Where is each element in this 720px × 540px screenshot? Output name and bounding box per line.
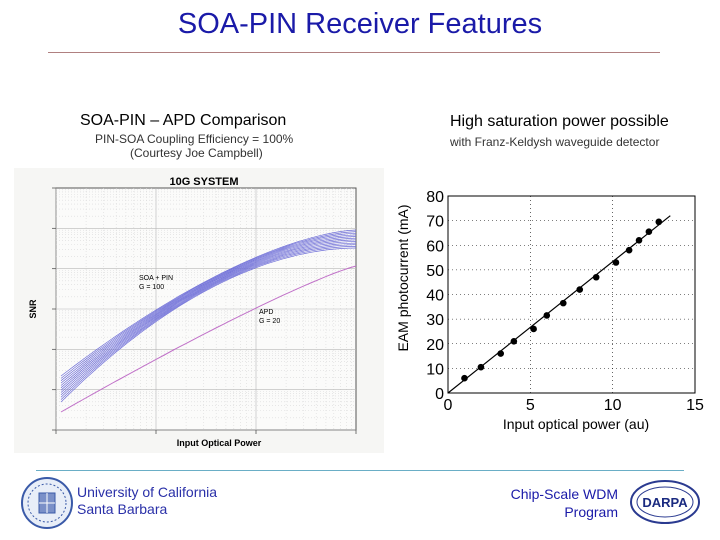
right-y-tick-label: 60: [426, 238, 444, 255]
data-point: [576, 286, 584, 293]
data-point: [497, 350, 504, 357]
fit-line: [447, 215, 671, 394]
right-y-tick-label: 40: [426, 288, 444, 305]
right-x-tick-label: 10: [604, 397, 622, 414]
soa-pin-curve: [60, 229, 357, 377]
right-plot-frame: [447, 195, 696, 394]
data-point: [635, 237, 643, 244]
data-point: [655, 218, 663, 226]
photocurrent-chart: 0 10 20 30 40 50 60 70 80 0 5 10 15 EAM photocurren…: [395, 189, 704, 432]
darpa-logo-icon: DARPA: [630, 480, 700, 524]
left-x-axis-label: Input Optical Power: [177, 438, 262, 448]
data-point: [592, 273, 600, 281]
darpa-logo-text: DARPA: [642, 495, 688, 510]
soa-pin-curve: [60, 231, 357, 379]
data-point: [461, 374, 468, 382]
soa-pin-curve: [60, 242, 357, 396]
left-section-subtitle-2: (Courtesy Joe Campbell): [130, 146, 263, 160]
title-divider: [48, 52, 660, 53]
apd-curve: [60, 265, 357, 413]
right-x-axis-label: Input optical power (au): [503, 416, 649, 432]
right-y-tick-labels: 0 10 20 30 40 50 60 70 80: [426, 189, 444, 403]
program-name-line2: Program: [564, 504, 618, 520]
right-y-tick-label: 50: [426, 263, 444, 280]
left-y-axis-label: SNR: [28, 299, 38, 319]
data-point: [510, 337, 518, 345]
data-point: [530, 325, 537, 333]
data-point: [625, 246, 633, 254]
soa-pin-curve: [60, 241, 357, 393]
left-section-heading: SOA-PIN – APD Comparison: [80, 112, 287, 129]
right-grid: [448, 196, 695, 393]
university-name-line2: Santa Barbara: [77, 501, 168, 517]
annotation-soa-line1: SOA + PIN: [139, 275, 173, 282]
left-grid: [55, 188, 356, 431]
soa-pin-curves: [60, 229, 357, 403]
footer-divider: [36, 470, 684, 471]
left-chart-title: 10G SYSTEM: [169, 176, 238, 188]
left-section-subtitle-1: PIN-SOA Coupling Efficiency = 100%: [95, 132, 294, 146]
soa-pin-curve: [60, 246, 357, 400]
annotation-soa-line2: G = 100: [139, 284, 164, 291]
soa-pin-curve: [60, 236, 357, 386]
right-section-heading: High saturation power possible: [450, 113, 669, 130]
right-y-axis-label: EAM photocurrent (mA): [395, 204, 411, 351]
right-section-subtitle: with Franz-Keldysh waveguide detector: [450, 135, 660, 149]
right-y-tick-label: 70: [426, 214, 444, 231]
soa-pin-curve: [60, 247, 357, 403]
right-x-tick-label: 15: [686, 397, 704, 414]
slide-title: SOA-PIN Receiver Features: [177, 8, 543, 40]
data-points: [461, 218, 663, 382]
right-y-tick-label: 80: [426, 189, 444, 206]
right-y-tick-label: 10: [426, 361, 444, 378]
data-point: [645, 228, 653, 236]
soa-pin-curve: [60, 234, 357, 384]
soa-pin-curve: [60, 239, 357, 391]
university-name-line1: University of California: [77, 484, 218, 500]
left-tick-marks: [52, 187, 357, 434]
soa-pin-curve: [60, 232, 357, 381]
soa-pin-curve: [60, 237, 357, 389]
annotation-apd-line2: G = 20: [259, 318, 280, 325]
ucsb-seal-icon: [21, 477, 73, 529]
right-x-tick-labels: 0 5 10 15: [444, 397, 704, 414]
right-y-tick-label: 0: [435, 386, 444, 403]
right-y-tick-label: 20: [426, 337, 444, 354]
apd-curves: [60, 265, 357, 413]
annotation-apd-line1: APD: [259, 309, 273, 316]
program-name-line1: Chip-Scale WDM: [510, 486, 618, 502]
soa-pin-curve: [60, 244, 357, 398]
data-point: [559, 299, 567, 307]
right-x-tick-label: 0: [444, 397, 453, 414]
snr-comparison-chart: 10G SYSTEM Input Optical Power SNR SOA +…: [14, 168, 384, 453]
data-point: [543, 312, 551, 319]
right-y-tick-label: 30: [426, 312, 444, 329]
right-x-tick-label: 5: [526, 397, 535, 414]
data-point: [612, 259, 620, 266]
data-point: [477, 363, 485, 371]
